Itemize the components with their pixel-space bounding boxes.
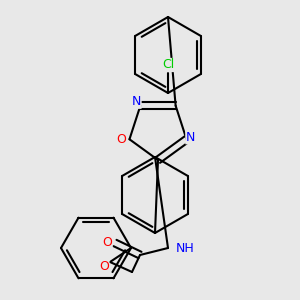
Text: N: N: [132, 95, 141, 108]
Text: O: O: [116, 133, 126, 146]
Text: NH: NH: [176, 242, 195, 254]
Text: O: O: [102, 236, 112, 250]
Text: Cl: Cl: [162, 58, 174, 71]
Text: O: O: [99, 260, 109, 272]
Text: N: N: [186, 131, 195, 144]
